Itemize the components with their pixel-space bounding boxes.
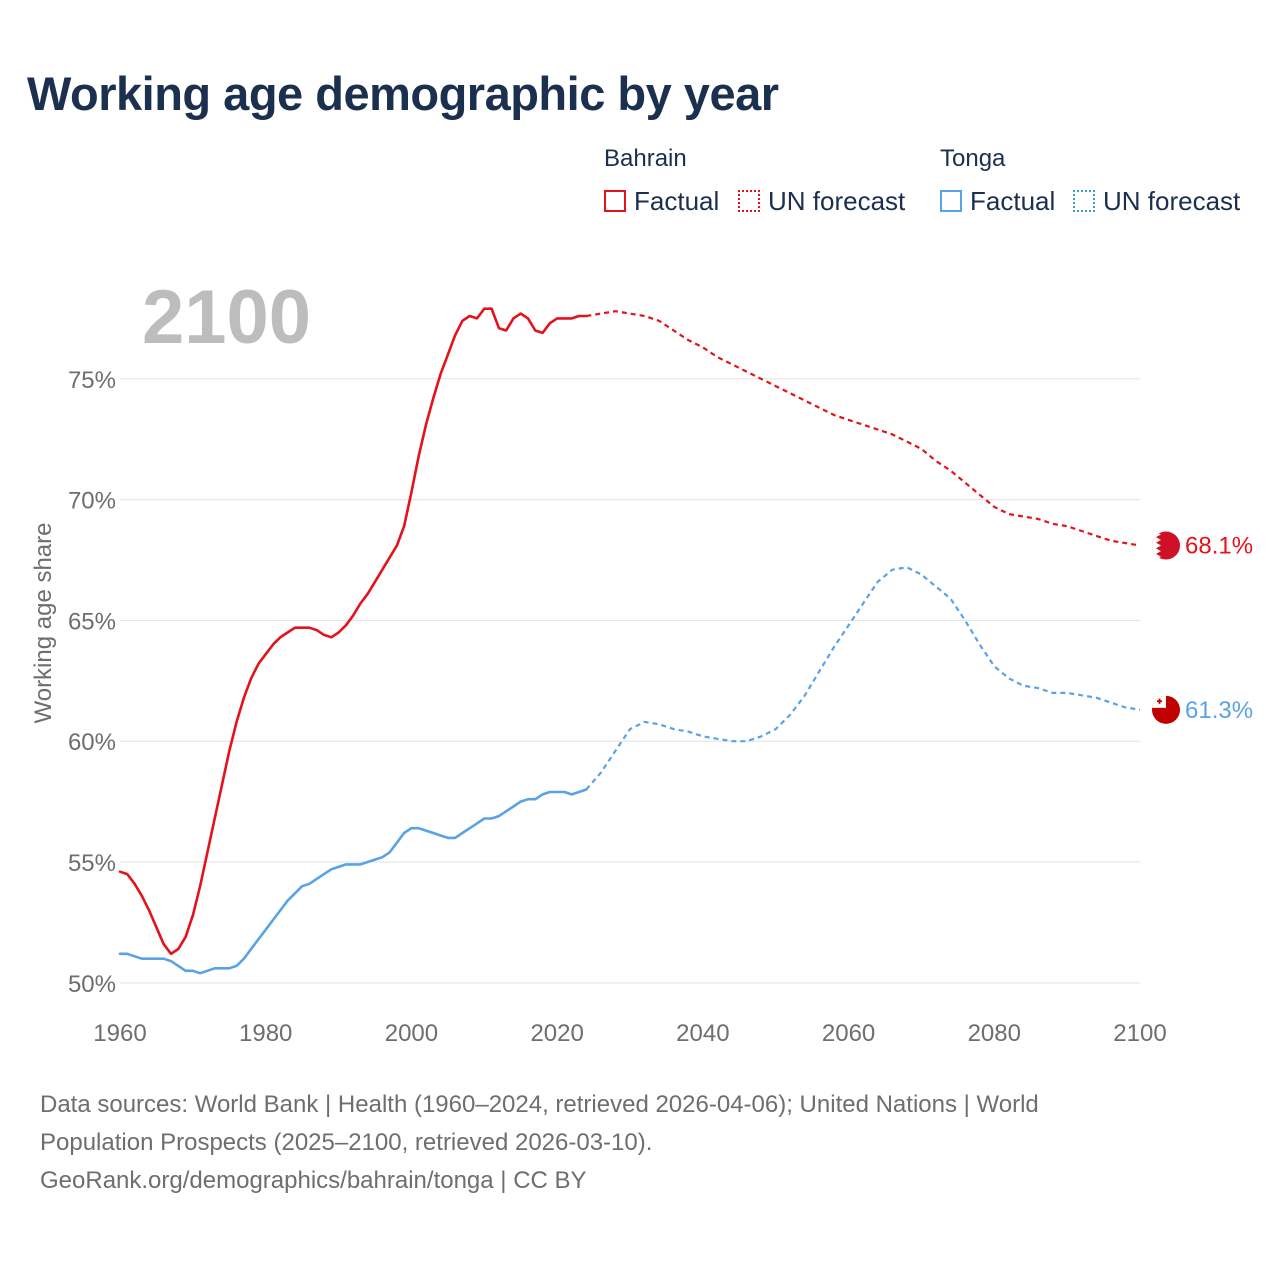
legend-group-bahrain: Bahrain (604, 145, 687, 172)
series (118, 307, 1141, 975)
legend-swatch-dotted (1073, 190, 1095, 212)
y-tick-label: 65% (68, 608, 116, 635)
legend-label: Factual (634, 185, 720, 216)
end-markers: 68.1% 61.3% (1152, 531, 1253, 724)
bahrain-forecast-line[interactable] (586, 310, 1141, 547)
flag-band (1152, 531, 1161, 560)
legend-swatch-solid (940, 190, 962, 212)
legend-label: UN forecast (768, 185, 906, 216)
x-tick-label: 2020 (530, 1020, 583, 1047)
x-tick-label: 2060 (822, 1020, 875, 1047)
bahrain-flag-icon (1152, 531, 1180, 560)
legend-swatch-solid (604, 190, 626, 212)
y-axis: 50% 55% 60% 65% 70% 75% (68, 367, 116, 998)
y-tick-label: 70% (68, 488, 116, 515)
legend-swatch-dotted (738, 190, 760, 212)
y-tick-label: 50% (68, 971, 116, 998)
bahrain-end-label: 68.1% (1185, 533, 1253, 560)
flag-disc (1152, 531, 1180, 560)
chart-area: 2100 50% 55% 60% 65% 70% 75% 1960 1980 2000 2020… (30, 275, 1253, 1047)
legend-label: Factual (970, 185, 1056, 216)
tonga-forecast-line[interactable] (585, 566, 1141, 791)
x-tick-label: 2100 (1113, 1020, 1166, 1047)
x-tick-label: 2000 (385, 1020, 438, 1047)
gridlines (120, 378, 1140, 984)
x-tick-label: 1960 (93, 1020, 146, 1047)
y-tick-label: 75% (68, 367, 116, 394)
data-sources: Data sources: World Bank | Health (1960–… (40, 1086, 1240, 1200)
legend-label: UN forecast (1103, 185, 1241, 216)
legend-item-tonga-factual[interactable]: Factual (940, 186, 1055, 216)
sources-line-1: Data sources: World Bank | Health (1960–… (40, 1091, 1039, 1118)
x-axis: 1960 1980 2000 2020 2040 2060 2080 2100 (93, 1020, 1166, 1047)
flag-cross-v (1158, 698, 1161, 704)
year-watermark: 2100 (142, 275, 311, 360)
y-tick-label: 55% (68, 850, 116, 877)
x-tick-label: 1980 (239, 1020, 292, 1047)
tonga-flag-icon (1152, 695, 1180, 724)
tonga-end-label: 61.3% (1185, 697, 1253, 724)
y-axis-label: Working age share (30, 523, 57, 724)
legend-group-tonga: Tonga (940, 145, 1006, 172)
sources-line-2: Population Prospects (2025–2100, retriev… (40, 1129, 653, 1156)
legend-item-bahrain-factual[interactable]: Factual (604, 186, 719, 216)
bahrain-factual-line[interactable] (118, 307, 588, 956)
credit-link[interactable]: GeoRank.org/demographics/bahrain/tonga |… (40, 1167, 587, 1194)
x-tick-label: 2040 (676, 1020, 729, 1047)
chart-title: Working age demographic by year (27, 67, 779, 120)
y-tick-label: 60% (68, 729, 116, 756)
legend-item-bahrain-forecast[interactable]: UN forecast (738, 186, 905, 216)
legend-item-tonga-forecast[interactable]: UN forecast (1073, 186, 1240, 216)
x-tick-label: 2080 (968, 1020, 1021, 1047)
tonga-factual-line[interactable] (118, 788, 588, 975)
